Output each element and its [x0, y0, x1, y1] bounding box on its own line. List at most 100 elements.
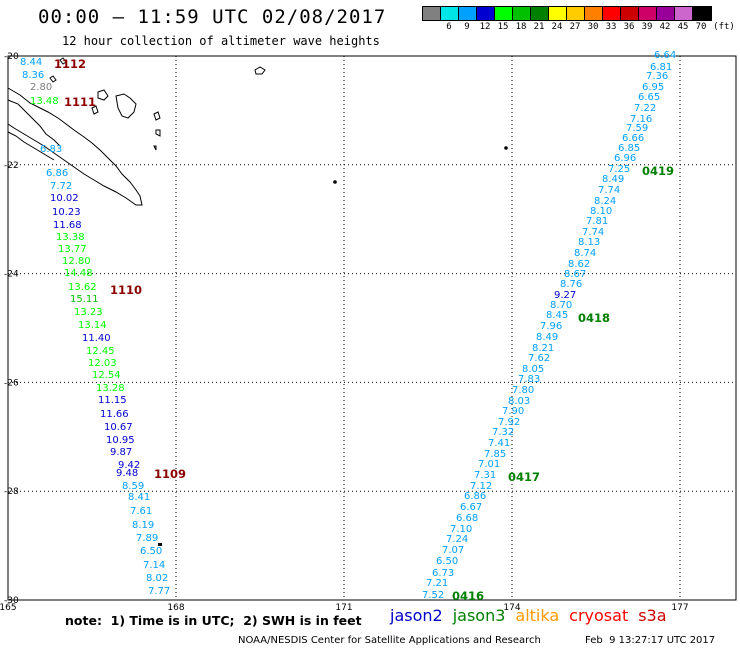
legend-swatch — [621, 7, 639, 20]
lat-tick-label: -24 — [4, 270, 19, 280]
color-legend — [422, 6, 712, 21]
legend-swatch — [639, 7, 657, 20]
wave-height-value: 6.50 — [436, 556, 458, 567]
wave-height-value: 13.38 — [56, 232, 85, 243]
wave-height-value: 8.67 — [564, 269, 586, 280]
wave-height-value: 8.62 — [568, 259, 590, 270]
wave-height-value: 7.80 — [512, 385, 534, 396]
wave-height-value: 6.95 — [642, 82, 664, 93]
wave-height-value: 6.68 — [456, 513, 478, 524]
wave-height-value: 10.23 — [52, 207, 81, 218]
legend-swatch — [693, 7, 711, 20]
wave-height-value: 7.01 — [478, 459, 500, 470]
pass-time-label: 1110 — [110, 283, 142, 297]
wave-height-value: 7.14 — [143, 560, 165, 571]
legend-tick: 6 — [446, 22, 452, 32]
wave-height-value: 8.36 — [22, 70, 44, 81]
wave-height-value: 6.73 — [432, 568, 454, 579]
wave-height-value: 9.42 — [118, 460, 140, 471]
wave-height-value: 7.74 — [598, 185, 620, 196]
wave-height-value: 13.28 — [96, 383, 125, 394]
wave-height-value: 7.96 — [540, 321, 562, 332]
wave-height-value: 6.85 — [618, 143, 640, 154]
lon-tick-label: 177 — [671, 603, 688, 613]
legend-swatch — [477, 7, 495, 20]
wave-height-value: 7.36 — [646, 71, 668, 82]
credit-line: NOAA/NESDIS Center for Satellite Applica… — [238, 635, 541, 646]
wave-height-value: 7.07 — [442, 545, 464, 556]
legend-swatch — [657, 7, 675, 20]
wave-height-value: 8.76 — [560, 279, 582, 290]
wave-height-value: 13.23 — [74, 307, 103, 318]
wave-height-value: 11.68 — [53, 220, 82, 231]
lon-tick-label: 168 — [167, 603, 184, 613]
wave-height-value: 6.83 — [40, 144, 62, 155]
wave-height-value: 7.92 — [498, 417, 520, 428]
legend-tick: 12 — [479, 22, 491, 32]
satellite-cryosat: cryosat — [569, 606, 629, 625]
wave-height-value: 2.80 — [30, 82, 52, 93]
wave-height-value: 11.15 — [98, 395, 127, 406]
wave-height-value: 7.24 — [446, 534, 468, 545]
pass-time-label: 0417 — [508, 470, 540, 484]
wave-height-value: 6.64 — [654, 50, 676, 61]
wave-height-value: 15.11 — [70, 294, 99, 305]
wave-height-value: 7.61 — [130, 506, 152, 517]
wave-height-value: 8.41 — [128, 492, 150, 503]
wave-height-value: 8.13 — [578, 237, 600, 248]
wave-height-value: 8.21 — [532, 343, 554, 354]
legend-swatch — [495, 7, 513, 20]
wave-height-value: 11.40 — [82, 333, 111, 344]
wave-height-value: 6.67 — [460, 502, 482, 513]
wave-height-value: 6.86 — [46, 168, 68, 179]
legend-swatch — [459, 7, 477, 20]
lon-tick-label: 165 — [0, 603, 17, 613]
legend-swatch — [441, 7, 459, 20]
wave-height-value: 8.45 — [546, 310, 568, 321]
wave-height-value: 6.81 — [650, 62, 672, 73]
east-track-values: 6.646.817.366.956.657.227.167.596.666.85… — [422, 50, 676, 601]
wave-height-value: 8.44 — [20, 57, 42, 68]
wave-height-value: 7.25 — [608, 164, 630, 175]
map-frame — [7, 55, 737, 601]
chart-subtitle: 12 hour collection of altimeter wave hei… — [62, 34, 380, 48]
wave-height-value: 8.59 — [122, 481, 144, 492]
wave-height-value: 7.85 — [484, 449, 506, 460]
legend-swatch — [675, 7, 693, 20]
wave-height-value: 12.80 — [62, 256, 91, 267]
legend-swatch — [585, 7, 603, 20]
pass-time-label: 0416 — [452, 589, 484, 603]
wave-height-value: 7.62 — [528, 353, 550, 364]
wave-height-value: 7.72 — [50, 181, 72, 192]
pass-time-label: 1109 — [154, 467, 186, 481]
wave-height-value: 8.10 — [590, 206, 612, 217]
wave-height-value: 6.65 — [638, 92, 660, 103]
wave-height-value: 7.32 — [492, 427, 514, 438]
island-dots — [158, 146, 508, 546]
wave-height-value: 10.02 — [50, 193, 79, 204]
legend-tick: 9 — [464, 22, 470, 32]
chart-title: 00:00 – 11:59 UTC 02/08/2017 — [38, 6, 387, 28]
wave-height-value: 7.21 — [426, 578, 448, 589]
footer-note: note: 1) Time is in UTC; 2) SWH is in fe… — [65, 613, 362, 628]
wave-height-value: 8.02 — [146, 573, 168, 584]
legend-swatch — [531, 7, 549, 20]
wave-height-value: 8.24 — [594, 196, 616, 207]
lat-tick-label: -30 — [4, 596, 19, 606]
wave-height-value: 7.59 — [626, 123, 648, 134]
wave-height-value: 7.52 — [422, 590, 444, 601]
satellite-altika: altika — [515, 606, 560, 625]
pass-time-labels: 1112 1111 1110 1109 0419 0418 0417 0416 — [54, 57, 674, 603]
lat-tick-label: -22 — [4, 161, 19, 171]
legend-swatch — [549, 7, 567, 20]
legend-tick: 36 — [623, 22, 635, 32]
wave-height-value: 6.96 — [614, 153, 636, 164]
pass-time-label: 0418 — [578, 311, 610, 325]
lon-tick-label: 174 — [503, 603, 520, 613]
wave-height-value: 9.48 — [116, 468, 138, 479]
generated-timestamp: Feb 9 13:27:17 UTC 2017 — [585, 635, 716, 646]
wave-height-value: 9.27 — [554, 290, 576, 301]
pass-time-label: 1112 — [54, 57, 86, 71]
